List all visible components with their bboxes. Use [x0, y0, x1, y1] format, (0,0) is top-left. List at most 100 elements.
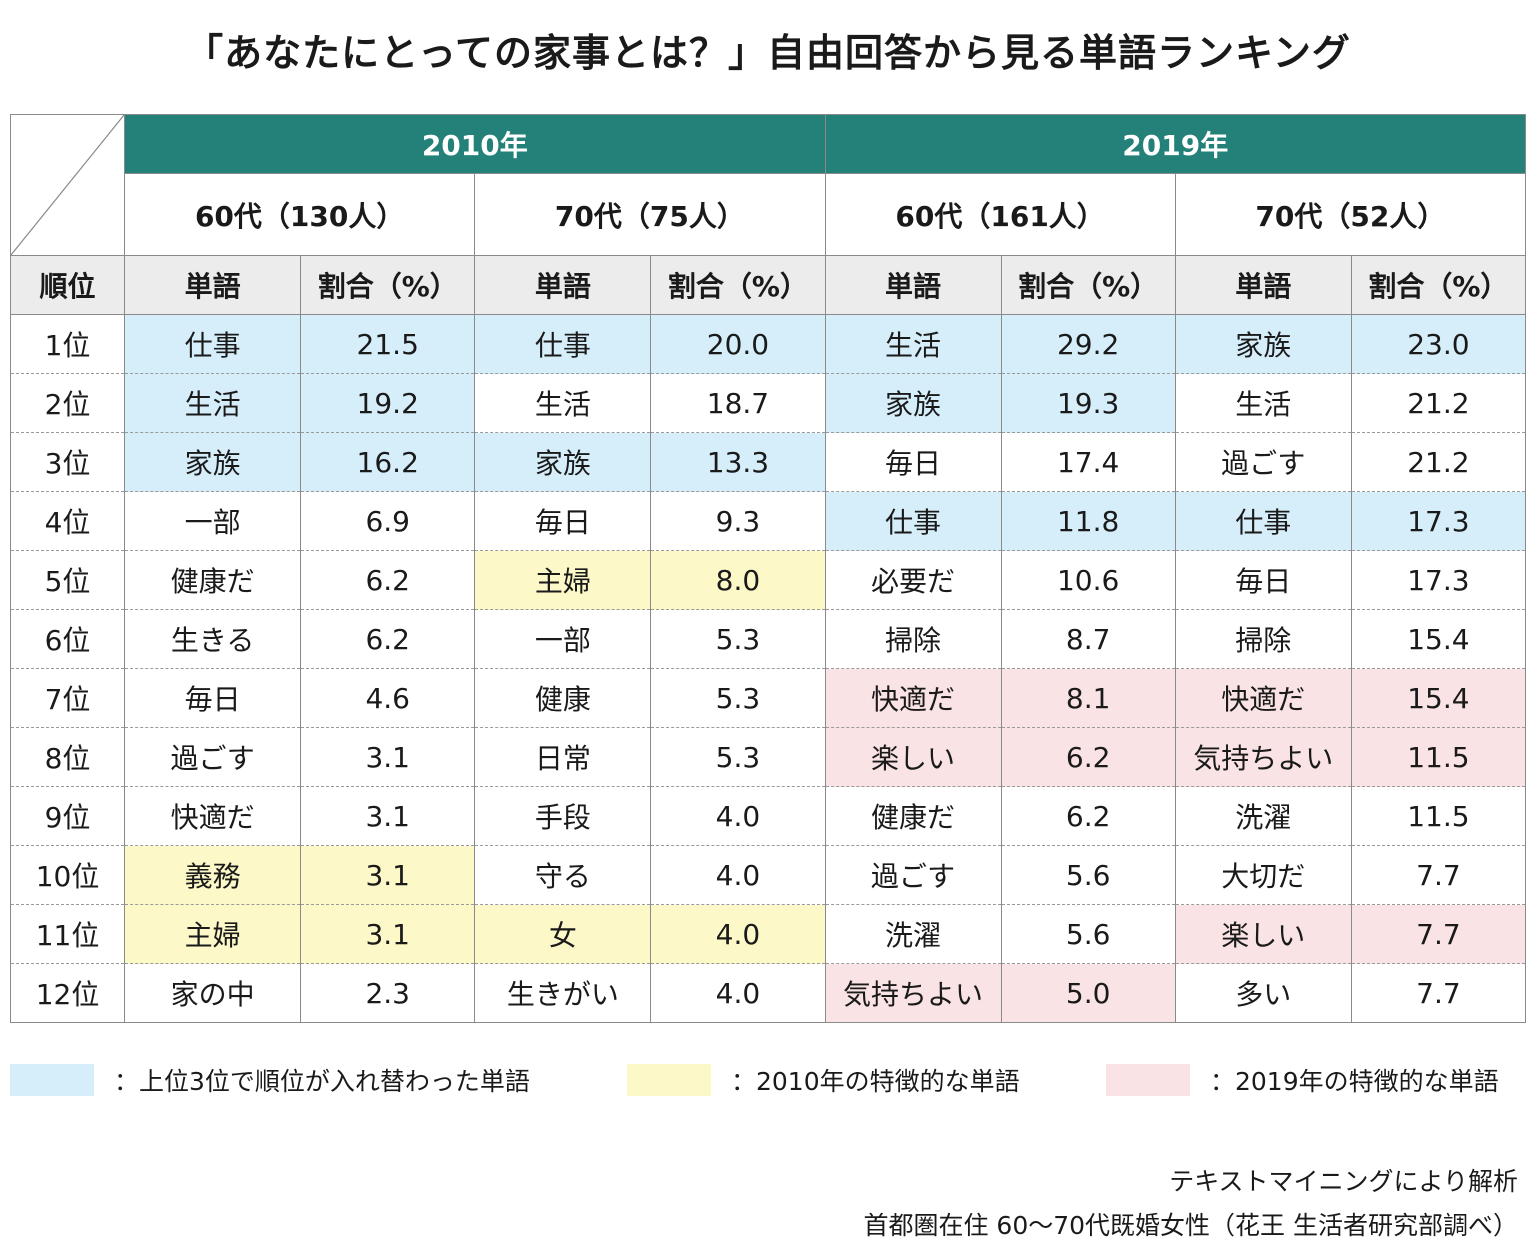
word-cell: 家族 — [1174, 314, 1352, 374]
word-cell: 生活 — [824, 314, 1002, 374]
word-cell: 仕事 — [824, 491, 1002, 551]
legend-swatch-pink — [1106, 1064, 1190, 1096]
word-cell: 健康 — [474, 668, 652, 728]
percent-cell: 6.2 — [1000, 786, 1176, 846]
rank-cell: 5位 — [9, 550, 126, 610]
word-cell: 過ごす — [824, 845, 1002, 905]
percent-cell: 4.0 — [650, 786, 826, 846]
table-row: 2位 生活 19.2 生活 18.7 家族 19.3 生活 21.2 — [9, 373, 1527, 433]
word-cell: 義務 — [124, 845, 302, 905]
percent-cell: 5.3 — [650, 668, 826, 728]
percent-cell: 4.0 — [650, 963, 826, 1023]
percent-cell: 19.2 — [300, 373, 476, 433]
percent-cell: 4.0 — [650, 845, 826, 905]
table-row: 3位 家族 16.2 家族 13.3 毎日 17.4 過ごす 21.2 — [9, 432, 1527, 492]
percent-cell: 3.1 — [300, 786, 476, 846]
word-cell: 健康だ — [824, 786, 1002, 846]
percent-cell: 9.3 — [650, 491, 826, 551]
word-cell: 守る — [474, 845, 652, 905]
word-cell: 洗濯 — [1174, 786, 1352, 846]
word-cell: 毎日 — [474, 491, 652, 551]
percent-cell: 10.6 — [1000, 550, 1176, 610]
page-title: 「あなたにとっての家事とは？」自由回答から見る単語ランキング — [185, 31, 1351, 75]
word-cell: 掃除 — [824, 609, 1002, 669]
column-header-word: 単語 — [474, 255, 652, 315]
word-cell: 一部 — [474, 609, 652, 669]
legend-label-blue: ：上位3位で順位が入れ替わった単語 — [114, 1067, 530, 1096]
percent-cell: 7.7 — [1350, 963, 1527, 1023]
percent-cell: 13.3 — [650, 432, 826, 492]
table-row: 10位 義務 3.1 守る 4.0 過ごす 5.6 大切だ 7.7 — [9, 845, 1527, 905]
word-cell: 快適だ — [824, 668, 1002, 728]
word-cell: 主婦 — [124, 904, 302, 964]
word-cell: 気持ちよい — [824, 963, 1002, 1023]
percent-cell: 20.0 — [650, 314, 826, 374]
percent-cell: 17.3 — [1350, 550, 1527, 610]
percent-cell: 7.7 — [1350, 904, 1527, 964]
ranking-table-body: 1位 仕事 21.5 仕事 20.0 生活 29.2 家族 23.0 2位 生活 19.2 生活 18.7… — [9, 314, 1527, 1023]
legend-swatch-yellow — [627, 1064, 711, 1096]
word-cell: 多い — [1174, 963, 1352, 1023]
table-row: 12位 家の中 2.3 生きがい 4.0 気持ちよい 5.0 多い 7.7 — [9, 963, 1527, 1023]
column-header-word: 単語 — [1174, 255, 1352, 315]
word-cell: 家族 — [124, 432, 302, 492]
rank-cell: 4位 — [9, 491, 126, 551]
percent-cell: 21.5 — [300, 314, 476, 374]
percent-cell: 7.7 — [1350, 845, 1527, 905]
percent-cell: 16.2 — [300, 432, 476, 492]
percent-cell: 21.2 — [1350, 432, 1527, 492]
word-cell: 気持ちよい — [1174, 727, 1352, 787]
column-header-percent: 割合（%） — [1350, 255, 1527, 315]
rank-cell: 7位 — [9, 668, 126, 728]
word-cell: 日常 — [474, 727, 652, 787]
word-cell: 生活 — [1174, 373, 1352, 433]
percent-cell: 3.1 — [300, 904, 476, 964]
legend-label-pink: ：2019年の特徴的な単語 — [1210, 1067, 1499, 1096]
year-header-2019: 2019年 — [824, 114, 1526, 174]
percent-cell: 19.3 — [1000, 373, 1176, 433]
percent-cell: 11.5 — [1350, 727, 1527, 787]
percent-cell: 15.4 — [1350, 609, 1527, 669]
legend-swatch-blue — [10, 1064, 94, 1096]
footer-note-source: 首都圏在住 60～70代既婚女性（花王 生活者研究部調べ） — [863, 1211, 1518, 1240]
diagonal-line-icon — [11, 115, 124, 255]
word-cell: 楽しい — [1174, 904, 1352, 964]
word-cell: 楽しい — [824, 727, 1002, 787]
rank-cell: 2位 — [9, 373, 126, 433]
table-row: 5位 健康だ 6.2 主婦 8.0 必要だ 10.6 毎日 17.3 — [9, 550, 1527, 610]
word-cell: 快適だ — [124, 786, 302, 846]
table-row: 7位 毎日 4.6 健康 5.3 快適だ 8.1 快適だ 15.4 — [9, 668, 1527, 728]
percent-cell: 23.0 — [1350, 314, 1527, 374]
legend-item-blue: ：上位3位で順位が入れ替わった単語 — [10, 1064, 530, 1096]
table-row: 8位 過ごす 3.1 日常 5.3 楽しい 6.2 気持ちよい 11.5 — [9, 727, 1527, 787]
word-cell: 仕事 — [1174, 491, 1352, 551]
legend-item-pink: ：2019年の特徴的な単語 — [1106, 1064, 1499, 1096]
word-cell: 毎日 — [1174, 550, 1352, 610]
footer-note-analysis: テキストマイニングにより解析 — [1169, 1167, 1518, 1196]
column-header-percent: 割合（%） — [650, 255, 826, 315]
word-cell: 家の中 — [124, 963, 302, 1023]
percent-cell: 2.3 — [300, 963, 476, 1023]
word-cell: 毎日 — [124, 668, 302, 728]
percent-cell: 17.3 — [1350, 491, 1527, 551]
rank-cell: 3位 — [9, 432, 126, 492]
rank-cell: 11位 — [9, 904, 126, 964]
percent-cell: 8.0 — [650, 550, 826, 610]
word-cell: 洗濯 — [824, 904, 1002, 964]
percent-cell: 11.8 — [1000, 491, 1176, 551]
table-row: 6位 生きる 6.2 一部 5.3 掃除 8.7 掃除 15.4 — [9, 609, 1527, 669]
group-header-2019-60s: 60代（161人） — [824, 173, 1176, 256]
word-cell: 掃除 — [1174, 609, 1352, 669]
percent-cell: 17.4 — [1000, 432, 1176, 492]
word-cell: 仕事 — [124, 314, 302, 374]
percent-cell: 3.1 — [300, 845, 476, 905]
word-cell: 生活 — [124, 373, 302, 433]
word-cell: 毎日 — [824, 432, 1002, 492]
percent-cell: 6.2 — [300, 609, 476, 669]
word-cell: 生きがい — [474, 963, 652, 1023]
word-cell: 手段 — [474, 786, 652, 846]
rank-cell: 8位 — [9, 727, 126, 787]
rank-cell: 1位 — [9, 314, 126, 374]
word-cell: 主婦 — [474, 550, 652, 610]
percent-cell: 4.6 — [300, 668, 476, 728]
